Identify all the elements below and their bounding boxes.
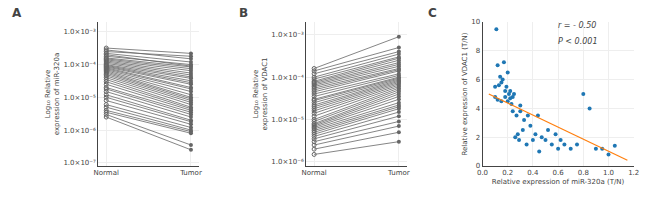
svg-text:Log₁₀ Relativeexpression of mi: Log₁₀ Relativeexpression of miR-320a <box>44 53 61 135</box>
svg-text:Relative expression of VDAC1 (: Relative expression of VDAC1 (T/N) <box>461 32 469 155</box>
svg-text:1.2: 1.2 <box>628 169 639 177</box>
svg-text:1.0×10⁻⁴: 1.0×10⁻⁴ <box>271 74 304 82</box>
svg-text:r = - 0.50: r = - 0.50 <box>558 21 596 30</box>
svg-text:Tumor: Tumor <box>387 169 410 177</box>
svg-text:A: A <box>12 6 22 20</box>
svg-text:1.0×10⁻³: 1.0×10⁻³ <box>63 28 96 36</box>
svg-text:2: 2 <box>476 134 480 142</box>
svg-text:8: 8 <box>476 47 480 55</box>
svg-text:10: 10 <box>471 18 480 26</box>
svg-text:1.0×10⁻³: 1.0×10⁻³ <box>271 31 304 39</box>
svg-text:1.0×10⁻⁵: 1.0×10⁻⁵ <box>63 94 96 102</box>
svg-text:1.0×10⁻⁶: 1.0×10⁻⁶ <box>63 127 96 135</box>
svg-text:4: 4 <box>476 105 481 113</box>
svg-text:1.0: 1.0 <box>603 169 614 177</box>
svg-text:B: B <box>239 6 248 20</box>
svg-text:1.0×10⁻⁵: 1.0×10⁻⁵ <box>271 116 304 124</box>
svg-text:0.6: 0.6 <box>553 169 565 177</box>
svg-text:C: C <box>428 6 437 20</box>
svg-text:1.0×10⁻⁷: 1.0×10⁻⁷ <box>63 159 96 167</box>
svg-text:0: 0 <box>476 162 480 170</box>
svg-text:0.4: 0.4 <box>527 169 539 177</box>
svg-text:0.0: 0.0 <box>477 169 488 177</box>
svg-text:Normal: Normal <box>301 169 326 177</box>
svg-text:Relative expression of miR-320: Relative expression of miR-320a (T/N) <box>492 178 625 186</box>
svg-text:1.0×10⁻⁶: 1.0×10⁻⁶ <box>271 158 304 166</box>
svg-text:6: 6 <box>476 76 481 84</box>
svg-text:P < 0.001: P < 0.001 <box>558 37 598 46</box>
svg-text:0.2: 0.2 <box>502 169 513 177</box>
svg-text:1.0×10⁻⁴: 1.0×10⁻⁴ <box>63 61 96 69</box>
svg-text:Tumor: Tumor <box>179 169 202 177</box>
svg-text:Log₁₀ Relativeexpression of VD: Log₁₀ Relativeexpression of VDAC1 <box>252 57 269 130</box>
svg-text:0.8: 0.8 <box>578 169 589 177</box>
svg-text:Normal: Normal <box>94 169 119 177</box>
